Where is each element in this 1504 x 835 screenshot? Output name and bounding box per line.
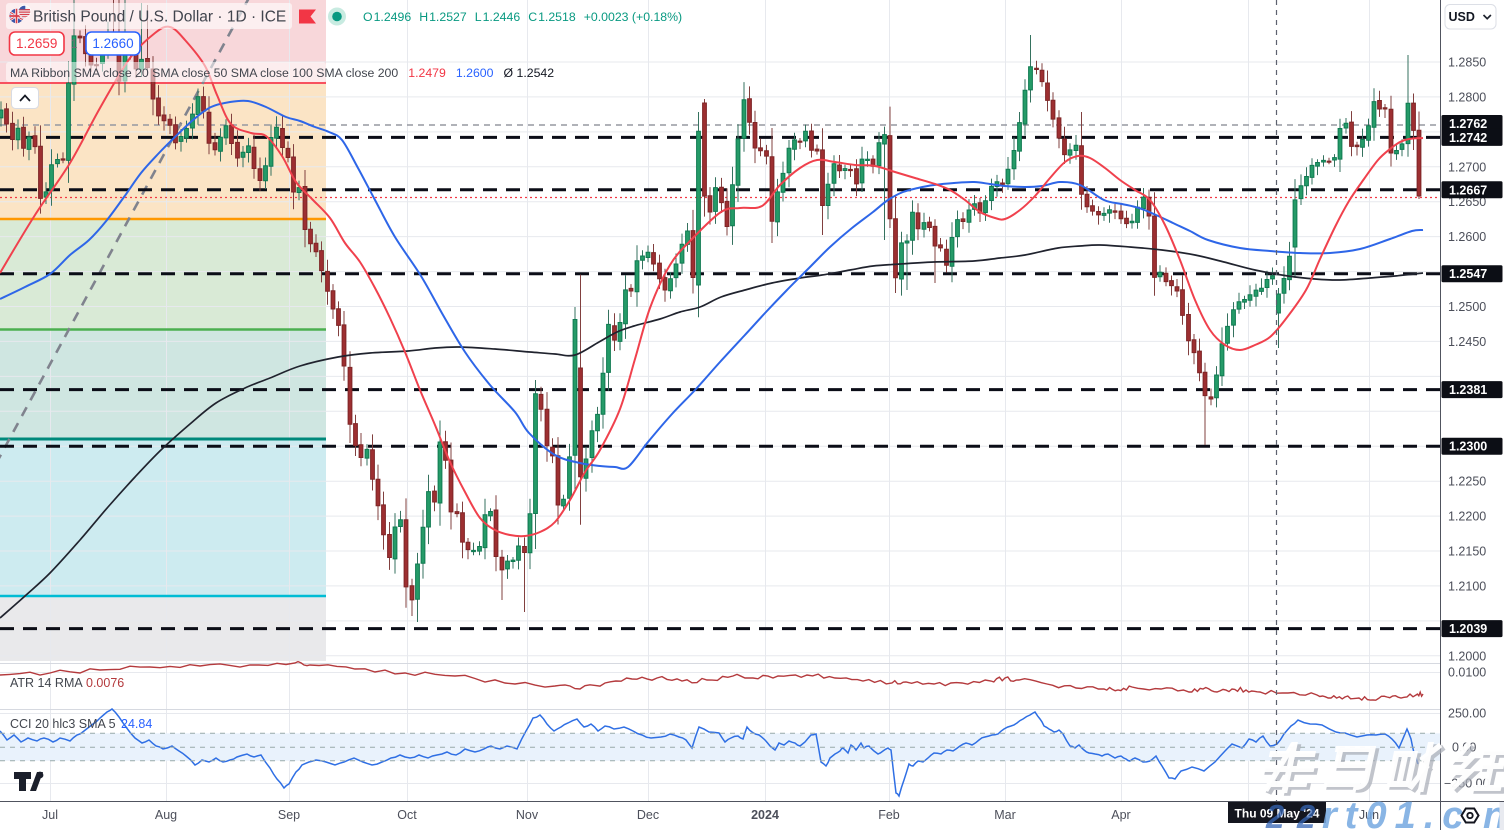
svg-text:Aug: Aug (155, 808, 177, 822)
svg-text:Sep: Sep (278, 808, 300, 822)
svg-text:Feb: Feb (878, 808, 900, 822)
svg-text:1.2000: 1.2000 (1448, 649, 1486, 663)
svg-text:USD: USD (1449, 10, 1475, 24)
svg-text:Oct: Oct (397, 808, 417, 822)
svg-text:Jul: Jul (42, 808, 58, 822)
svg-text:1.2600: 1.2600 (1448, 230, 1486, 244)
svg-text:rt01.c: rt01.c (1322, 795, 1471, 830)
svg-text:250.00: 250.00 (1448, 707, 1486, 721)
svg-text:Mar: Mar (994, 808, 1016, 822)
svg-text:1.2800: 1.2800 (1448, 90, 1486, 104)
svg-text:1.2200: 1.2200 (1448, 510, 1486, 524)
svg-text:Nov: Nov (516, 808, 539, 822)
svg-text:1.2300: 1.2300 (1449, 440, 1487, 454)
svg-text:24.84: 24.84 (121, 717, 152, 731)
svg-text:1.2100: 1.2100 (1448, 579, 1486, 593)
svg-text:1.2742: 1.2742 (1449, 131, 1487, 145)
svg-text:0.0076: 0.0076 (86, 676, 124, 690)
svg-text:1.2450: 1.2450 (1448, 335, 1486, 349)
svg-text:1: 1 (71, 37, 78, 51)
svg-text:Dec: Dec (637, 808, 659, 822)
svg-text:1.2500: 1.2500 (1448, 300, 1486, 314)
svg-text:CCI 20 hlc3 SMA 5: CCI 20 hlc3 SMA 5 (10, 717, 116, 731)
svg-text:1.2039: 1.2039 (1449, 622, 1487, 636)
svg-text:1.2660: 1.2660 (92, 36, 133, 51)
svg-text:MA Ribbon SMA close 20 SMA clo: MA Ribbon SMA close 20 SMA close 50 SMA … (10, 66, 554, 80)
svg-text:2: 2 (1265, 798, 1285, 830)
svg-text:1.2667: 1.2667 (1449, 183, 1487, 197)
svg-text:1.2250: 1.2250 (1448, 475, 1486, 489)
svg-text:1.2700: 1.2700 (1448, 160, 1486, 174)
svg-text:1.2547: 1.2547 (1449, 267, 1487, 281)
svg-text:1.2659: 1.2659 (16, 36, 57, 51)
svg-text:ATR 14 RMA: ATR 14 RMA (10, 676, 83, 690)
svg-text:0.0100: 0.0100 (1448, 666, 1486, 680)
svg-text:British Pound / U.S. Dollar ·: British Pound / U.S. Dollar · 1D · ICE (33, 9, 286, 26)
svg-text:Apr: Apr (1111, 808, 1130, 822)
svg-text:2024: 2024 (751, 808, 779, 822)
svg-text:1.2150: 1.2150 (1448, 545, 1486, 559)
svg-text:1.2850: 1.2850 (1448, 56, 1486, 70)
svg-text:1.2381: 1.2381 (1449, 383, 1487, 397)
svg-text:2: 2 (1296, 798, 1316, 830)
